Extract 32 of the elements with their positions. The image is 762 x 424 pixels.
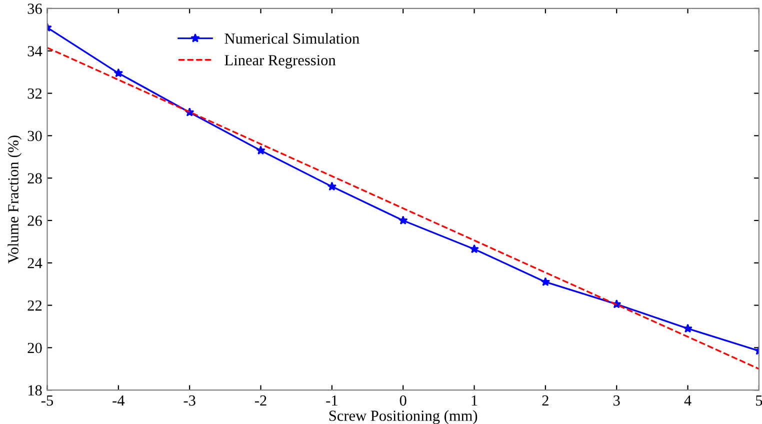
- y-tick-label: 32: [28, 88, 42, 99]
- point: [327, 182, 337, 191]
- x-tick-label: -2: [254, 395, 266, 406]
- y-tick-label: 24: [28, 258, 42, 268]
- point: [398, 216, 408, 225]
- x-tick-label: -1: [326, 395, 338, 406]
- y-axis-title: Volume Fraction (%): [8, 136, 22, 264]
- y-tick-label: 28: [28, 173, 42, 184]
- y-tick-label: 36: [28, 4, 42, 14]
- y-tick-label: 26: [28, 216, 42, 226]
- y-tick-label: 30: [28, 130, 42, 142]
- point: [256, 146, 266, 155]
- legend-label: Numerical Simulation: [224, 33, 360, 44]
- y-tick-label: 22: [28, 300, 42, 311]
- x-tick-label: 3: [614, 395, 620, 406]
- x-tick-label: -5: [41, 396, 54, 406]
- legend-label: Linear Regression: [224, 55, 336, 69]
- x-tick-label: 5: [756, 396, 762, 406]
- x-tick-label: 0: [400, 395, 406, 406]
- point: [470, 244, 479, 254]
- x-tick-label: 2: [542, 395, 548, 406]
- point: [540, 277, 550, 286]
- x-tick-label: 1: [472, 395, 478, 406]
- y-tick-label: 20: [28, 342, 42, 354]
- point: [114, 68, 124, 78]
- x-tick-label: -3: [184, 395, 196, 406]
- y-tick-label: 34: [28, 46, 42, 56]
- x-tick-label: -4: [112, 395, 125, 406]
- point: [683, 324, 692, 333]
- x-tick-label: 4: [684, 395, 692, 406]
- y-tick-label: 18: [28, 385, 42, 396]
- x-axis-title: Screw Positioning (mm): [329, 410, 478, 424]
